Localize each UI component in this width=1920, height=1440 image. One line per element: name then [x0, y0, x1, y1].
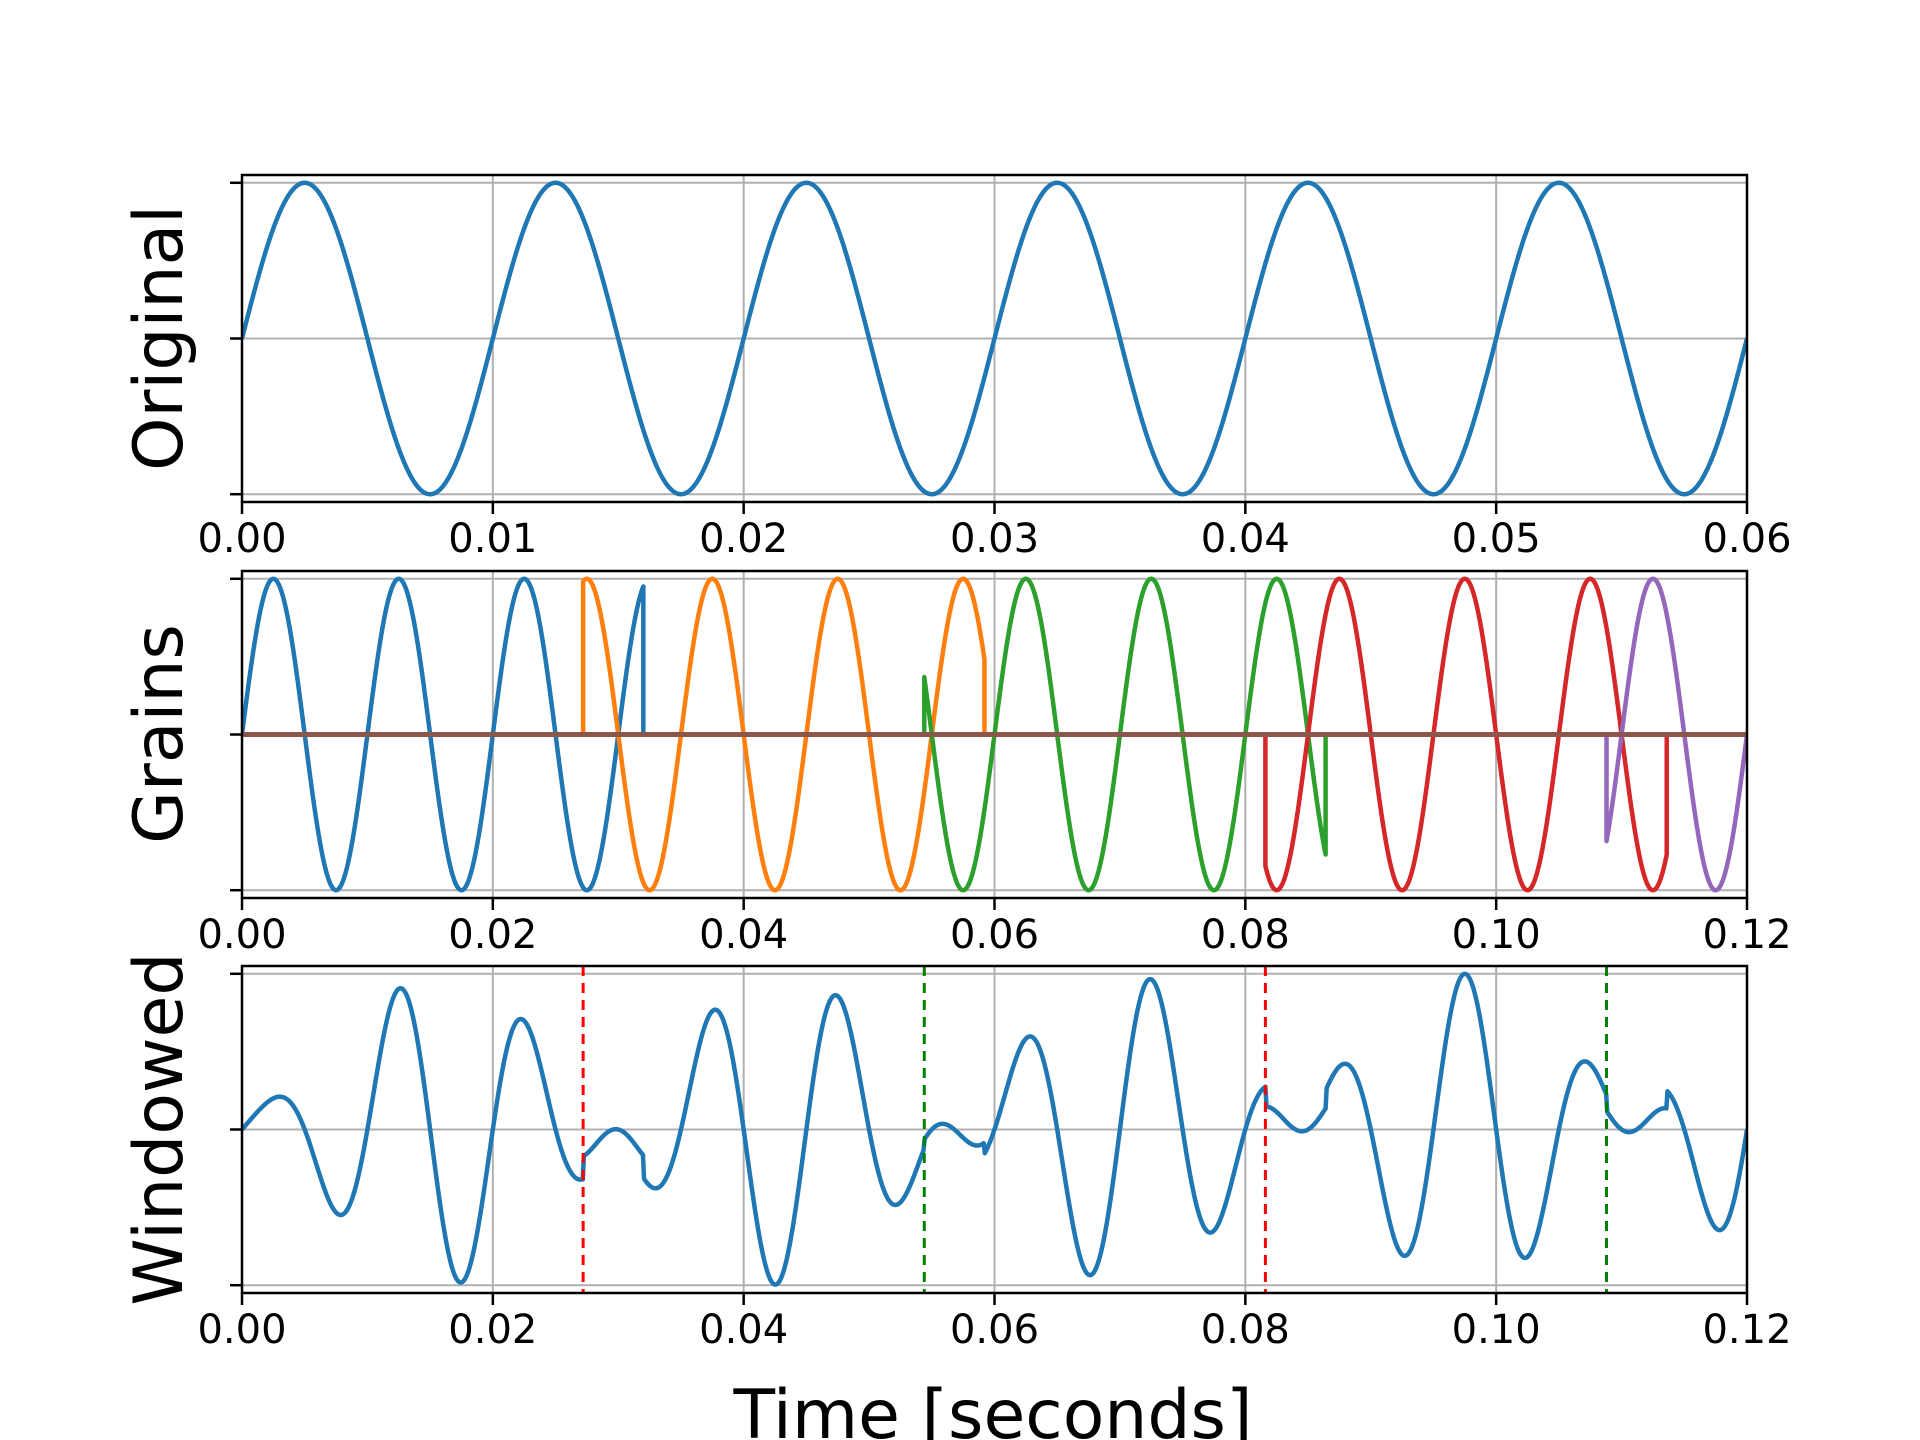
- subplot-original: 0.00 0.01 0.02 0.03 0.04 0.05 0.06 Original: [120, 173, 1792, 562]
- plot-area: [242, 966, 1747, 1293]
- x-axis-label: Time [seconds]: [732, 1376, 1252, 1440]
- series-line-1: [242, 971, 1747, 1287]
- subplot-grains: 0.00 0.02 0.04 0.06 0.08 0.10 0.12 Grains: [120, 569, 1792, 958]
- series-line-5: [1604, 576, 1747, 893]
- x-tick-label: 0.12: [1702, 1307, 1791, 1353]
- x-tick-label: 0.04: [1201, 516, 1290, 562]
- subplots: 0.00 0.01 0.02 0.03 0.04 0.05 0.06Original0.00…: [120, 173, 1792, 1353]
- series-line-1: [242, 576, 646, 893]
- x-tick-label: 0.00: [197, 912, 286, 958]
- x-tick-label: 0.00: [197, 516, 286, 562]
- x-tick-label: 0.02: [699, 516, 788, 562]
- subplot-windowed: 0.00 0.02 0.04 0.06 0.08 0.10 0.12 Windowed: [120, 952, 1792, 1353]
- x-tick-label: 0.06: [950, 912, 1039, 958]
- x-tick-label: 0.03: [950, 516, 1039, 562]
- x-tick-label: 0.05: [1452, 516, 1541, 562]
- x-tick-label: 0.08: [1201, 912, 1290, 958]
- y-axis-label: Windowed: [120, 952, 199, 1305]
- x-tick-label: 0.06: [950, 1307, 1039, 1353]
- x-tick-label: 0.04: [699, 912, 788, 958]
- plot-area: [242, 180, 1747, 497]
- x-tick-label: 0.00: [197, 1307, 286, 1353]
- x-tick-label: 0.01: [448, 516, 537, 562]
- x-tick-label: 0.02: [448, 1307, 537, 1353]
- y-axis-label: Original: [120, 205, 199, 471]
- x-tick-label: 0.06: [1702, 516, 1791, 562]
- x-tick-label: 0.08: [1201, 1307, 1290, 1353]
- x-tick-label: 0.10: [1452, 1307, 1541, 1353]
- x-tick-label: 0.12: [1702, 912, 1791, 958]
- series-line-1: [242, 180, 1747, 497]
- x-tick-label: 0.10: [1452, 912, 1541, 958]
- x-tick-label: 0.04: [699, 1307, 788, 1353]
- series-line-3: [922, 576, 1328, 893]
- series-line-2: [580, 576, 987, 893]
- y-axis-label: Grains: [120, 624, 199, 844]
- x-tick-label: 0.02: [448, 912, 537, 958]
- series-line-4: [1263, 576, 1669, 893]
- plot-area: [242, 576, 1747, 893]
